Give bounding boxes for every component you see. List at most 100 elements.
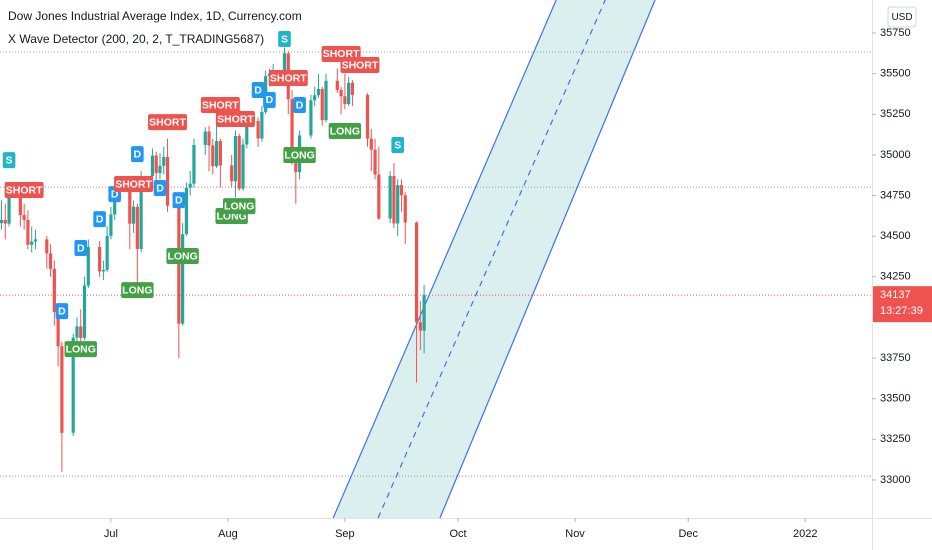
- signal-box: [328, 123, 362, 140]
- candle-body: [98, 247, 102, 272]
- candle-body: [388, 176, 392, 219]
- signal-label: SHORT: [217, 113, 254, 125]
- candle-body: [392, 176, 396, 224]
- candle-body: [320, 88, 324, 121]
- candle-body: [30, 241, 34, 245]
- candle-body: [158, 165, 162, 174]
- candle-body: [60, 346, 64, 433]
- signal-label: D: [156, 182, 164, 194]
- signal-label: D: [296, 99, 304, 111]
- signal-box: [64, 341, 97, 358]
- candle-body: [79, 326, 83, 338]
- signal-label: D: [266, 94, 274, 106]
- candle-body: [403, 195, 407, 223]
- candle-body: [214, 141, 219, 167]
- candle-body: [48, 253, 53, 269]
- candle-body: [203, 131, 207, 145]
- signal-label: SHORT: [270, 72, 307, 84]
- signal-label: LONG: [284, 149, 314, 161]
- signal-box: [223, 198, 256, 215]
- candle-body: [365, 94, 370, 139]
- signal-label: LONG: [224, 200, 254, 212]
- candle-body: [75, 326, 79, 338]
- candle-body: [347, 82, 351, 105]
- candle-body: [309, 100, 313, 136]
- candle-body: [181, 234, 185, 324]
- signal-box: [263, 91, 276, 108]
- currency-button[interactable]: [887, 6, 917, 28]
- candle-body: [241, 144, 245, 189]
- signal-box: [278, 31, 291, 48]
- signal-box: [2, 152, 16, 169]
- candle-body: [192, 144, 196, 184]
- candle-body: [71, 337, 75, 433]
- candle-body: [282, 53, 287, 72]
- candle-body: [335, 80, 339, 90]
- y-tick-label: 35500: [880, 68, 911, 80]
- signal-box: [391, 136, 405, 153]
- x-tick-label: Aug: [218, 528, 238, 540]
- signal-box: [93, 211, 106, 228]
- y-tick-label: 33000: [880, 474, 911, 486]
- candle-body: [418, 322, 422, 331]
- signal-label: D: [77, 242, 85, 254]
- x-tick-label: Jul: [104, 528, 118, 540]
- y-tick-label: 35250: [880, 108, 911, 120]
- current-price-label: 34137: [880, 289, 911, 301]
- signal-box: [293, 96, 306, 113]
- signal-label: SHORT: [6, 184, 43, 196]
- signal-box: [55, 303, 69, 320]
- candle-body: [26, 219, 30, 245]
- signal-box: [114, 175, 154, 192]
- candle-body: [207, 131, 211, 146]
- candle-body: [86, 247, 90, 286]
- candle-body: [135, 206, 139, 250]
- current-price-box: [873, 286, 932, 323]
- candle-body: [165, 157, 170, 206]
- signal-label: LONG: [122, 284, 152, 296]
- signal-label: D: [96, 213, 104, 225]
- signal-label: SHORT: [115, 178, 152, 190]
- candle-body: [260, 111, 264, 139]
- candle-body: [128, 189, 132, 224]
- candle-body: [101, 269, 105, 272]
- signal-label: D: [58, 305, 66, 317]
- candle-body: [150, 155, 155, 177]
- signal-label: S: [6, 154, 13, 166]
- currency-label[interactable]: USD: [891, 12, 912, 23]
- x-tick-label: Nov: [565, 528, 585, 540]
- candle-body: [230, 165, 234, 182]
- candle-body: [313, 95, 317, 101]
- countdown-label: 13:27:39: [880, 305, 923, 317]
- y-tick-label: 33750: [880, 352, 911, 364]
- signal-box: [148, 114, 188, 131]
- signal-box: [131, 146, 144, 163]
- candle-body: [52, 268, 56, 313]
- candle-body: [369, 138, 373, 150]
- indicator-label: X Wave Detector (200, 20, 2, T_TRADING56…: [8, 32, 264, 46]
- candle-body: [109, 214, 113, 236]
- candle-body: [177, 205, 181, 324]
- candle-body: [82, 285, 87, 338]
- signal-label: SHORT: [342, 59, 379, 71]
- candle-body: [184, 187, 188, 235]
- signal-label: SHORT: [202, 99, 239, 111]
- channel-fill: [333, 0, 656, 518]
- candle-body: [316, 88, 321, 96]
- x-tick-label: 2022: [793, 528, 817, 540]
- candle-body: [350, 82, 355, 95]
- candle-body: [245, 121, 249, 145]
- candle-body: [377, 174, 381, 219]
- candle-body: [139, 176, 143, 250]
- candle-body: [290, 99, 294, 162]
- signal-box: [74, 240, 88, 257]
- signal-label: S: [394, 139, 401, 151]
- signal-box: [268, 70, 308, 87]
- chart-title: Dow Jones Industrial Average Index, 1D, …: [8, 9, 302, 23]
- y-tick-label: 35750: [880, 27, 911, 39]
- channel-upper: [439, 0, 656, 518]
- y-tick-label: 35000: [880, 149, 911, 161]
- candle-body: [56, 312, 60, 347]
